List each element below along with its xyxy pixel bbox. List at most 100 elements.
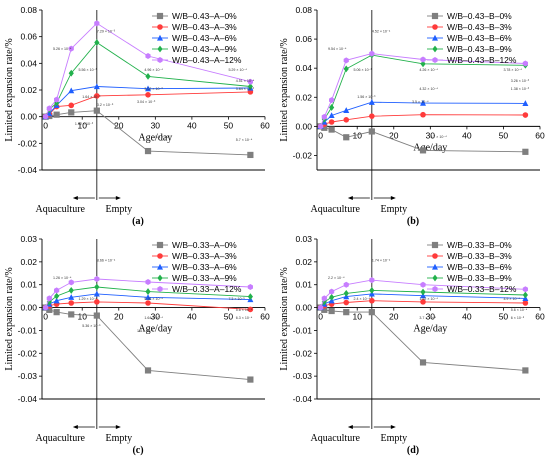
x-tick-label: 40 xyxy=(462,312,472,322)
data-point xyxy=(43,113,49,120)
data-point xyxy=(329,293,335,301)
value-annotation: 5.6 × 10⁻⁴ xyxy=(511,308,528,312)
data-point xyxy=(522,291,528,299)
x-tick-label: 50 xyxy=(499,312,509,322)
data-point xyxy=(94,276,100,282)
legend-entry: W/B–0.33–A–9% xyxy=(172,273,237,283)
chart-panel-a: -0.04 -0.02 0.00 0.02 0.04 0.06 0.08 0 10 20 30 40 5… xyxy=(0,0,275,229)
y-tick-label: -0.03 xyxy=(18,371,38,381)
value-annotation: 2.4 × 10⁻⁴ xyxy=(354,297,371,301)
data-point xyxy=(94,283,100,291)
series-3 xyxy=(43,283,253,311)
x-axis-label: Age/day xyxy=(138,324,172,335)
panel-label: (a) xyxy=(132,216,144,227)
data-point xyxy=(54,292,60,300)
data-point xyxy=(419,147,427,154)
chart-svg: -0.04 -0.02 0.00 0.02 0.04 0.06 0.08 0 10 20 30 40 5… xyxy=(4,5,270,227)
y-tick-label: 0.01 xyxy=(295,280,312,290)
data-point xyxy=(343,117,350,123)
data-point xyxy=(247,376,254,383)
data-point xyxy=(343,290,349,297)
data-point xyxy=(343,281,349,288)
data-point xyxy=(43,304,49,311)
y-tick-label: 0.00 xyxy=(295,303,312,313)
value-annotation: 1.52 × 10⁻⁴ xyxy=(419,297,438,301)
value-annotation: 9.54 × 10⁻⁴ xyxy=(328,47,347,51)
data-point xyxy=(343,299,350,306)
legend-marker xyxy=(157,263,163,270)
data-point xyxy=(68,109,75,116)
value-annotation: 3.5 × 10⁻⁴ xyxy=(412,100,429,104)
value-annotation: 1.4 × 10⁻⁵ xyxy=(137,329,154,333)
legend-entry: W/B–0.33–A–12% xyxy=(172,284,242,294)
legend-marker xyxy=(432,253,438,259)
data-point xyxy=(54,96,60,103)
data-point xyxy=(68,102,75,109)
data-point xyxy=(145,288,151,295)
value-annotation: 5.28 × 10⁻⁴ xyxy=(144,297,163,301)
value-annotation: 5.6 × 10⁻⁴ xyxy=(236,308,253,312)
value-annotation: 3.78 × 10⁻⁴ xyxy=(503,68,522,72)
data-point xyxy=(321,113,327,120)
data-point xyxy=(145,294,152,300)
x-tick-label: 60 xyxy=(260,312,270,322)
y-tick-label: 0.03 xyxy=(20,234,37,244)
legend-marker xyxy=(432,34,438,41)
data-point xyxy=(318,123,324,130)
series-4 xyxy=(43,276,253,311)
data-point xyxy=(343,309,350,316)
y-tick-label: 0.00 xyxy=(295,121,312,131)
value-annotation: 1.52 × 10⁻³ xyxy=(75,122,94,126)
data-point xyxy=(68,87,75,94)
data-point xyxy=(145,73,151,80)
y-tick-label: 0.02 xyxy=(20,257,37,267)
value-annotation: 6.3 × 10⁻⁴ xyxy=(236,316,253,320)
value-annotation: 7.3 × 10⁻⁵ xyxy=(228,297,245,301)
data-point xyxy=(93,312,100,319)
value-annotation: 5.56 × 10⁻³ xyxy=(79,68,98,72)
data-point xyxy=(329,288,335,295)
data-point xyxy=(522,100,529,106)
series-0 xyxy=(317,123,529,155)
data-point xyxy=(420,99,427,106)
y-axis-label: Limited expansion rate/% xyxy=(4,38,15,141)
data-point xyxy=(522,367,529,374)
x-tick-label: 60 xyxy=(535,130,545,140)
data-point xyxy=(93,83,100,90)
legend-entry: W/B–0.43–A–9% xyxy=(172,44,237,54)
y-axis-label: Limited expansion rate/% xyxy=(279,38,290,141)
value-annotation: 3.26 × 10⁻³ xyxy=(511,79,530,83)
data-point xyxy=(343,65,349,73)
data-point xyxy=(145,92,151,98)
panel-label: (c) xyxy=(132,445,143,456)
value-annotation: 3.02 × 10⁻³ xyxy=(144,87,163,91)
data-point xyxy=(328,307,335,315)
y-tick-label: -0.04 xyxy=(18,165,38,175)
data-point xyxy=(68,279,74,286)
data-point xyxy=(46,110,53,117)
y-tick-label: 0.04 xyxy=(20,58,37,68)
value-annotation: 1.56 × 10⁻³ xyxy=(357,95,376,99)
value-annotation: 1.64 × 10⁻⁴ xyxy=(144,316,163,320)
x-tick-label: 40 xyxy=(462,130,472,140)
data-point xyxy=(68,294,75,300)
data-point xyxy=(46,295,52,302)
legend-entry: W/B–0.33–A–3% xyxy=(172,251,237,261)
legend-marker xyxy=(432,45,438,53)
value-annotation: 2.2 × 10⁻⁴ xyxy=(328,276,345,280)
y-tick-label: -0.02 xyxy=(18,138,38,148)
y-tick-label: 0.02 xyxy=(295,257,312,267)
data-point xyxy=(522,148,529,155)
y-axis-label: Limited expansion rate/% xyxy=(279,267,290,370)
data-point xyxy=(368,309,375,316)
region-label-aquaculture: Aquaculture xyxy=(311,204,361,215)
y-tick-label: -0.03 xyxy=(293,371,313,381)
data-point xyxy=(68,287,74,294)
x-tick-label: 40 xyxy=(187,312,197,322)
y-tick-label: -0.02 xyxy=(293,348,313,358)
legend-marker xyxy=(432,274,438,282)
legend-entry: W/B–0.33–B–3% xyxy=(447,251,512,261)
value-annotation: 3.7 × 10⁻⁴ xyxy=(430,135,447,139)
y-tick-label: -0.01 xyxy=(293,325,313,335)
x-tick-label: 30 xyxy=(426,312,436,322)
